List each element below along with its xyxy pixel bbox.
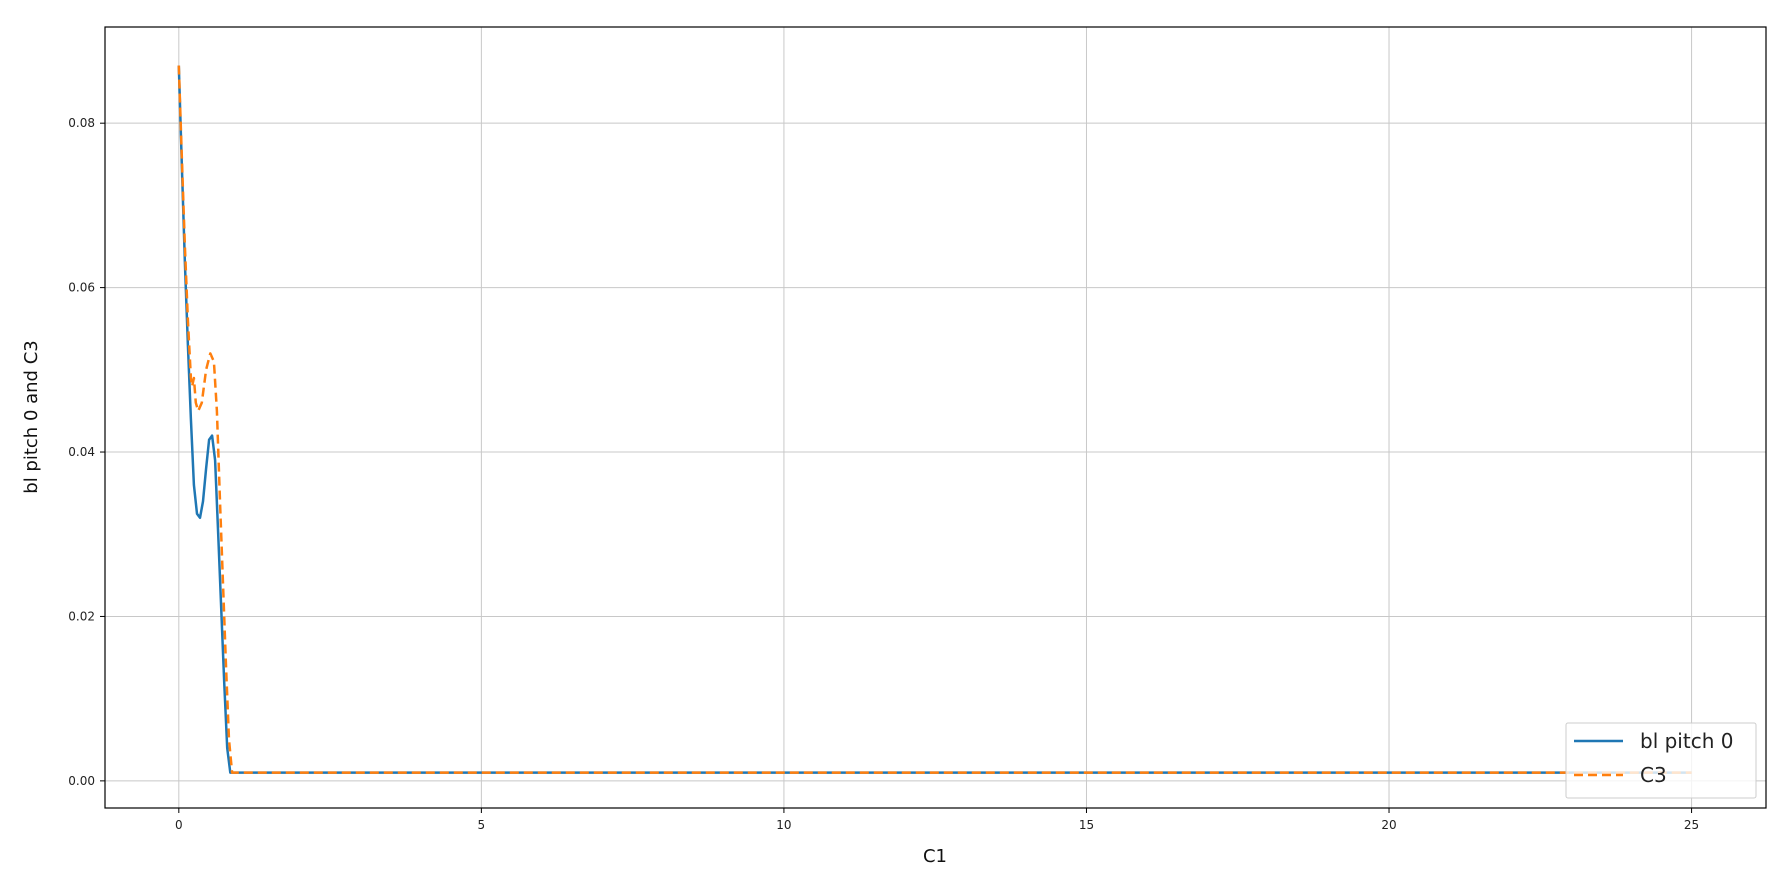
y-tick-label: 0.08 <box>68 116 95 130</box>
legend-label-bl-pitch-0: bl pitch 0 <box>1640 729 1733 753</box>
legend-label-c3: C3 <box>1640 763 1667 787</box>
y-tick-label: 0.00 <box>68 774 95 788</box>
x-tick-label: 10 <box>776 818 791 832</box>
x-axis-label: C1 <box>923 846 947 867</box>
ticks: 0 5 10 15 20 25 0.00 0.02 0.04 0.06 0.08 <box>68 116 1699 832</box>
x-tick-label: 0 <box>175 818 183 832</box>
series-lines <box>177 65 1692 774</box>
y-tick-label: 0.02 <box>68 609 95 623</box>
y-axis-label: bl pitch 0 and C3 <box>21 340 42 493</box>
legend: bl pitch 0 C3 <box>1565 722 1757 799</box>
series-line-bl-pitch-0 <box>177 65 1692 774</box>
y-tick-label: 0.04 <box>68 445 95 459</box>
axes-frame <box>104 26 1767 809</box>
x-tick-label: 15 <box>1079 818 1094 832</box>
x-tick-label: 25 <box>1684 818 1699 832</box>
y-tick-label: 0.06 <box>68 281 95 295</box>
x-tick-label: 20 <box>1381 818 1396 832</box>
series-line-c3 <box>177 65 1692 774</box>
grid <box>105 27 1766 808</box>
x-tick-label: 5 <box>478 818 486 832</box>
